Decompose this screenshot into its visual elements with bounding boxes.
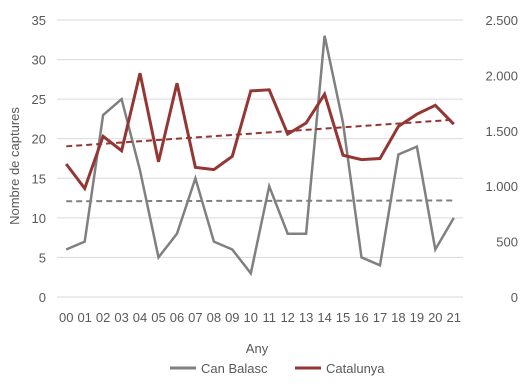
catalunya-trendline — [66, 118, 454, 148]
catalunya-series-line — [65, 72, 455, 192]
can-balasc-trendline — [66, 199, 454, 203]
x-tick-label: 04 — [133, 310, 147, 325]
x-axis-ticks: 00 01 02 03 04 05 06 07 08 09 10 11 12 13 14 15 16 17 18 19… — [59, 310, 461, 325]
can-balasc-series-line — [65, 35, 455, 277]
catalunya-legend-label: Catalunya — [326, 361, 385, 376]
left-tick-label: 10 — [32, 211, 46, 226]
legend: Can Balasc Catalunya — [170, 361, 385, 376]
left-tick-label: 0 — [39, 290, 46, 305]
right-tick-label: 2.500 — [485, 13, 518, 28]
x-axis-title: Any — [246, 341, 269, 356]
x-tick-label: 06 — [170, 310, 184, 325]
x-tick-label: 12 — [280, 310, 294, 325]
x-tick-label: 18 — [391, 310, 405, 325]
left-axis-ticks: 0 5 10 15 20 25 30 35 — [32, 13, 46, 305]
left-tick-label: 5 — [39, 250, 46, 265]
can-balasc-legend-label: Can Balasc — [201, 361, 268, 376]
y-axis-title: Nombre de captures — [7, 107, 22, 225]
x-tick-label: 15 — [336, 310, 350, 325]
right-tick-label: 1.000 — [485, 179, 518, 194]
right-tick-label: 1.500 — [485, 124, 518, 139]
x-tick-label: 03 — [114, 310, 128, 325]
x-tick-label: 07 — [188, 310, 202, 325]
x-tick-label: 13 — [299, 310, 313, 325]
x-tick-label: 11 — [262, 310, 276, 325]
left-tick-label: 30 — [32, 53, 46, 68]
gridlines — [57, 19, 463, 298]
x-tick-label: 10 — [244, 310, 258, 325]
x-tick-label: 19 — [410, 310, 424, 325]
left-tick-label: 20 — [32, 132, 46, 147]
left-tick-label: 15 — [32, 171, 46, 186]
right-tick-label: 0 — [511, 290, 518, 305]
series-lines — [65, 35, 455, 277]
right-axis-ticks: 0 500 1.000 1.500 2.000 2.500 — [485, 13, 518, 305]
x-tick-label: 02 — [96, 310, 110, 325]
x-tick-label: 05 — [151, 310, 165, 325]
right-tick-label: 500 — [496, 235, 518, 250]
right-tick-label: 2.000 — [485, 68, 518, 83]
x-tick-label: 16 — [354, 310, 368, 325]
x-tick-label: 14 — [317, 310, 331, 325]
x-tick-label: 09 — [225, 310, 239, 325]
x-tick-label: 17 — [373, 310, 387, 325]
x-tick-label: 20 — [428, 310, 442, 325]
x-tick-label: 00 — [59, 310, 73, 325]
left-tick-label: 25 — [32, 92, 46, 107]
x-tick-label: 21 — [447, 310, 461, 325]
x-tick-label: 08 — [207, 310, 221, 325]
x-tick-label: 01 — [77, 310, 91, 325]
left-tick-label: 35 — [32, 13, 46, 28]
